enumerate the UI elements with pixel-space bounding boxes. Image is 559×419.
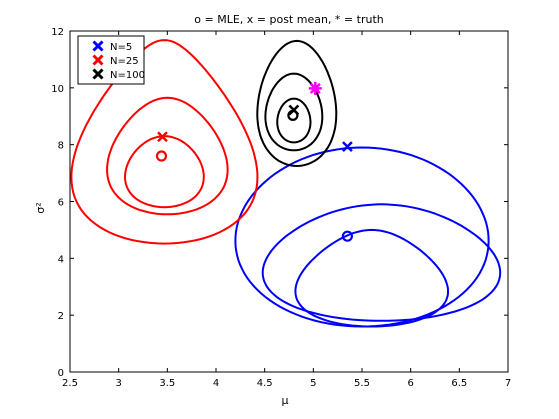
legend-marker-n5	[92, 40, 104, 52]
contour-n25-level-3	[70, 39, 259, 245]
x-tick-label: 6	[407, 378, 413, 389]
y-tick-label: 0	[58, 368, 64, 379]
mle-marker-n5	[341, 230, 353, 242]
post-mean-marker-n5	[342, 141, 353, 153]
chart-title: o = MLE, x = post mean, * = truth	[194, 13, 383, 26]
marker-layer	[155, 81, 353, 242]
contour-n5-level-1	[294, 228, 449, 328]
y-axis-ticks: 0 2 4 6 8 10 12	[51, 27, 508, 379]
legend-label: N=5	[110, 42, 132, 53]
x-axis-ticks: 2.5 3 3.5 4 4.5 5 5.5 6 6.5 7	[62, 31, 511, 389]
y-tick-label: 4	[58, 254, 64, 265]
x-tick-label: 3	[115, 378, 121, 389]
x-tick-label: 2.5	[62, 378, 78, 389]
contour-n25-level-1	[123, 135, 205, 209]
legend: N=5 N=25 N=100	[77, 35, 145, 85]
y-tick-label: 8	[58, 141, 64, 152]
y-tick-label: 12	[51, 27, 64, 38]
x-tick-label: 4	[213, 378, 219, 389]
truth-marker	[308, 81, 322, 95]
legend-label: N=100	[110, 70, 145, 81]
x-tick-label: 5	[310, 378, 316, 389]
contour-n5-level-3	[234, 146, 490, 328]
x-tick-label: 5.5	[354, 378, 370, 389]
contour-n100-level-2	[264, 72, 324, 152]
y-tick-label: 6	[58, 198, 64, 209]
x-tick-label: 7	[505, 378, 511, 389]
x-tick-label: 4.5	[257, 378, 273, 389]
post-mean-marker-n25	[157, 131, 168, 143]
legend-box	[77, 35, 145, 85]
contour-n25-level-2	[106, 96, 229, 216]
legend-marker-n25	[92, 54, 104, 66]
post-mean-marker-n100	[288, 104, 300, 116]
x-tick-label: 6.5	[451, 378, 467, 389]
contour-n100-level-3	[256, 39, 338, 168]
x-axis-label: μ	[282, 394, 289, 407]
legend-marker-n100	[92, 68, 104, 80]
mle-marker-n25	[155, 150, 168, 162]
y-tick-label: 10	[51, 84, 64, 95]
y-tick-label: 2	[58, 311, 64, 322]
contour-layer	[70, 39, 502, 328]
contour-n100-level-1	[276, 97, 312, 144]
legend-label: N=25	[110, 56, 139, 67]
contour-n5-level-2	[261, 203, 502, 322]
x-tick-label: 3.5	[159, 378, 175, 389]
y-axis-label: σ²	[34, 202, 47, 213]
